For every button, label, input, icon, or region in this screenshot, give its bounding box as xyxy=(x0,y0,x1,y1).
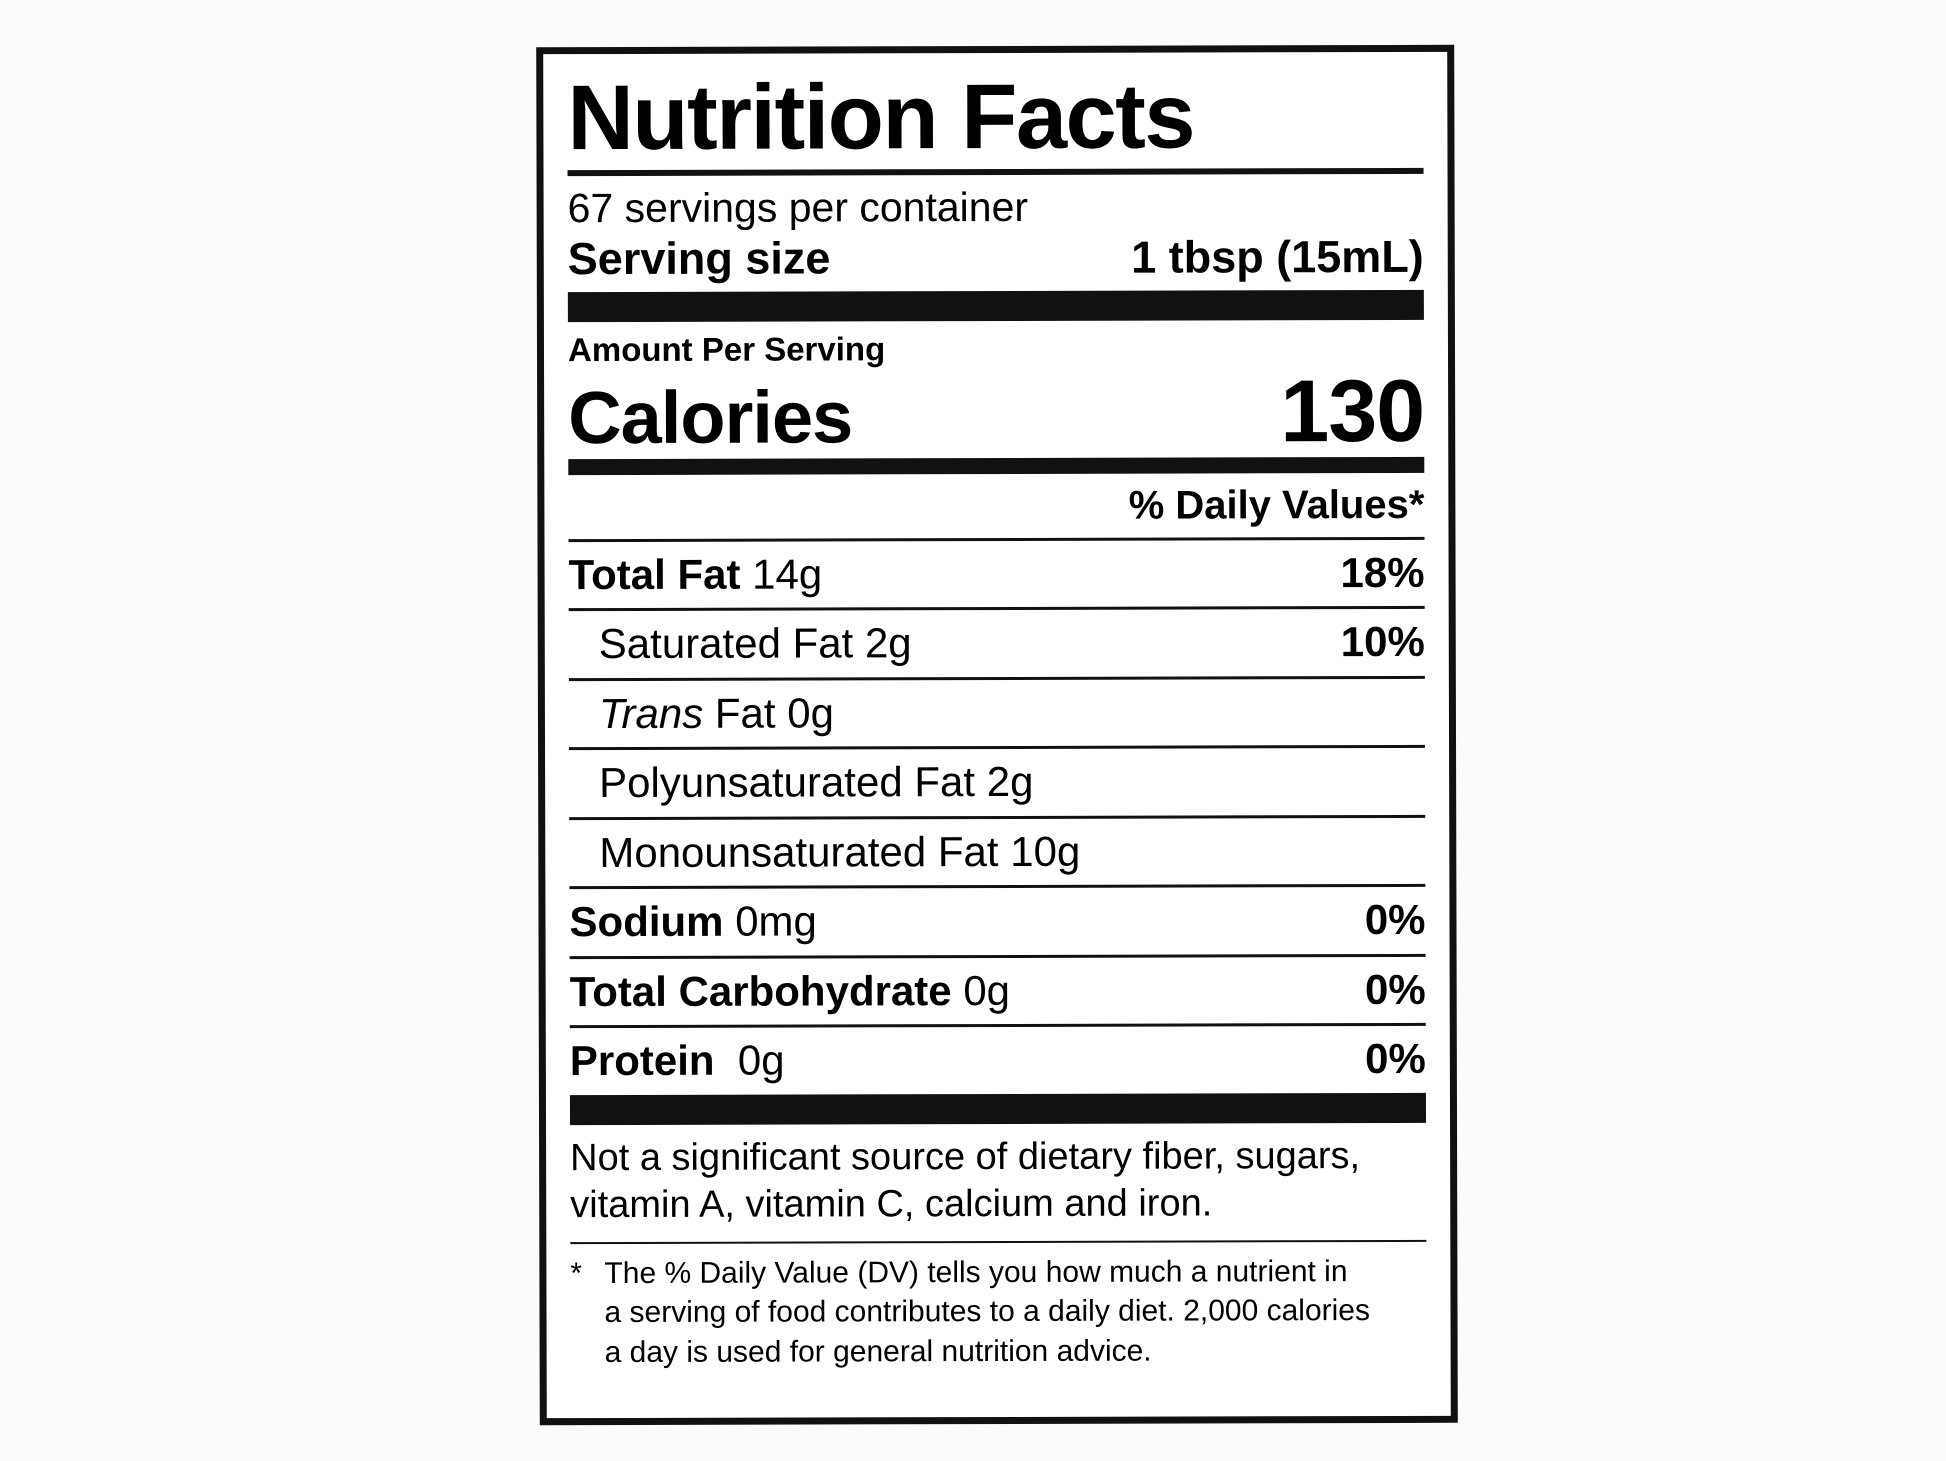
nutrient-amount-total-carbohydrate: 0g xyxy=(963,966,1011,1014)
nutrient-label-trans: Trans xyxy=(598,689,704,737)
nutrient-percent-sodium: 0% xyxy=(1364,896,1426,944)
nutrient-row-total-fat: Total Fat 14g 18% xyxy=(568,540,1425,609)
nutrient-row-saturated-fat: Saturated Fat 2g 10% xyxy=(569,609,1425,678)
nutrient-percent-saturated-fat: 10% xyxy=(1340,618,1425,666)
daily-value-footnote: * The % Daily Value (DV) tells you how mu… xyxy=(570,1242,1426,1377)
calories-row: Calories 130 xyxy=(568,360,1425,460)
page-title: Nutrition Facts xyxy=(567,65,1195,170)
not-significant-line-2: vitamin A, vitamin C, calcium and iron. xyxy=(570,1182,1213,1227)
nutrient-row-polyunsaturated-fat: Polyunsaturated Fat 2g xyxy=(569,748,1425,817)
nutrient-percent-protein: 0% xyxy=(1365,1035,1426,1083)
nutrient-amount-sodium: 0mg xyxy=(735,897,817,945)
nutrient-row-monounsaturated-fat: Monounsaturated Fat 10g xyxy=(569,818,1425,887)
serving-size-label: Serving size xyxy=(567,232,831,285)
nutrient-row-total-carbohydrate: Total Carbohydrate 0g 0% xyxy=(570,957,1426,1026)
serving-size-value: 1 tbsp (15mL) xyxy=(1131,231,1424,284)
asterisk-icon: * xyxy=(570,1256,583,1290)
nutrient-label-protein: Protein xyxy=(569,1036,715,1085)
footnote-line-1: * The % Daily Value (DV) tells you how mu… xyxy=(570,1252,1426,1294)
servings-per-container: 67 servings per container xyxy=(567,183,1029,232)
nutrient-name-trans-fat: Trans Fat 0g xyxy=(569,687,834,740)
nutrient-name-total-carbohydrate: Total Carbohydrate 0g xyxy=(570,965,1010,1019)
nutrient-amount-trans-fat: Fat 0g xyxy=(714,689,835,737)
nutrient-name-saturated-fat: Saturated Fat 2g xyxy=(569,617,912,670)
nutrient-row-sodium: Sodium 0mg 0% xyxy=(569,887,1425,956)
divider-thick-top xyxy=(567,290,1424,323)
nutrient-amount-saturated-fat: 2g xyxy=(864,619,912,667)
footnote-text-1: The % Daily Value (DV) tells you how muc… xyxy=(604,1254,1348,1290)
nutrient-amount-total-fat: 14g xyxy=(752,550,823,598)
daily-values-header: % Daily Values* xyxy=(1128,482,1425,528)
not-significant-line-1: Not a significant source of dietary fibe… xyxy=(570,1134,1361,1179)
footnote-line-3: a day is used for general nutrition advi… xyxy=(604,1334,1152,1369)
nutrient-label-total-fat: Total Fat xyxy=(568,550,741,598)
not-significant-source-note: Not a significant source of dietary fibe… xyxy=(570,1123,1426,1242)
nutrient-name-total-fat: Total Fat 14g xyxy=(569,548,823,601)
nutrient-label-saturated-fat: Saturated Fat xyxy=(598,619,854,668)
nutrient-label-total-carbohydrate: Total Carbohydrate xyxy=(569,966,952,1015)
nutrient-label-monounsaturated-fat: Monounsaturated Fat xyxy=(599,827,999,876)
serving-size-row: Serving size 1 tbsp (15mL) xyxy=(568,230,1424,292)
calories-label: Calories xyxy=(568,375,853,459)
nutrient-label-polyunsaturated-fat: Polyunsaturated Fat xyxy=(599,758,976,807)
nutrient-row-trans-fat: Trans Fat 0g xyxy=(569,679,1425,748)
nutrient-label-sodium: Sodium xyxy=(569,897,724,946)
nutrient-name-protein: Protein 0g xyxy=(570,1035,785,1088)
nutrient-percent-total-carbohydrate: 0% xyxy=(1364,965,1426,1013)
calories-value: 130 xyxy=(1280,360,1425,460)
nutrient-name-polyunsaturated-fat: Polyunsaturated Fat 2g xyxy=(569,756,1033,810)
footnote-line-2: a serving of food contributes to a daily… xyxy=(604,1294,1371,1330)
nutrient-name-sodium: Sodium 0mg xyxy=(569,896,817,949)
nutrient-percent-total-fat: 18% xyxy=(1340,548,1425,596)
nutrient-amount-protein: 0g xyxy=(737,1036,785,1084)
nutrition-facts-label: Nutrition Facts 67 servings per containe… xyxy=(536,44,1458,1426)
nutrient-amount-monounsaturated-fat: 10g xyxy=(1010,827,1081,875)
divider-thick-bottom xyxy=(569,1092,1427,1125)
nutrient-row-protein: Protein 0g 0% xyxy=(570,1026,1426,1095)
nutrient-amount-polyunsaturated-fat: 2g xyxy=(986,758,1034,806)
nutrient-name-monounsaturated-fat: Monounsaturated Fat 10g xyxy=(569,825,1080,879)
